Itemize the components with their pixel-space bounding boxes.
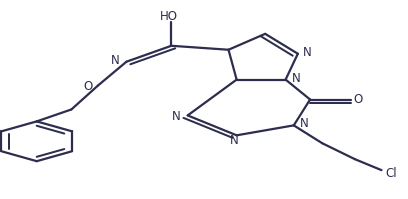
Text: N: N: [302, 46, 311, 59]
Text: N: N: [299, 117, 308, 130]
Text: N: N: [230, 134, 239, 147]
Text: N: N: [172, 110, 181, 123]
Text: N: N: [111, 54, 120, 67]
Text: HO: HO: [160, 10, 178, 23]
Text: Cl: Cl: [386, 167, 397, 180]
Text: O: O: [83, 80, 92, 93]
Text: N: N: [291, 71, 300, 85]
Text: O: O: [354, 93, 363, 106]
